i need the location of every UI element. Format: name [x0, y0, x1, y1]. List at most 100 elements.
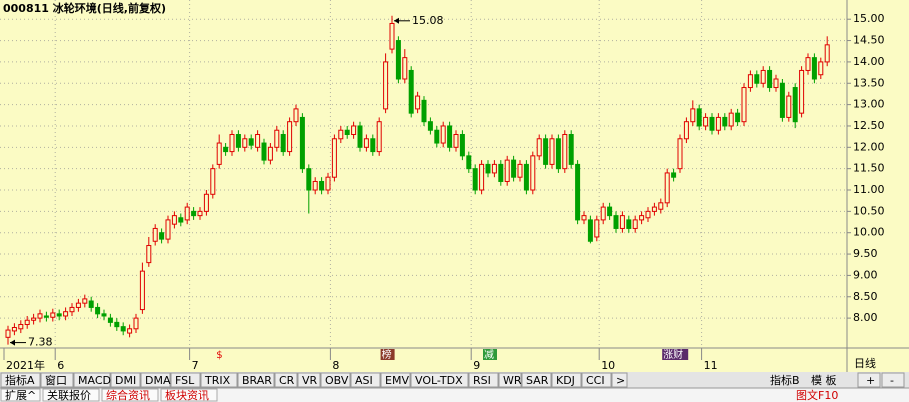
candle-body [261, 142, 267, 161]
candle-body [107, 317, 113, 323]
tab-label[interactable]: KDJ [556, 374, 575, 387]
candle-body [216, 142, 222, 165]
zoom-label[interactable]: - [890, 374, 894, 387]
tab[interactable] [611, 372, 628, 388]
tab-label[interactable]: CR [279, 374, 295, 387]
tab[interactable] [274, 372, 298, 388]
candle-body [267, 146, 273, 161]
candle-body [5, 329, 11, 338]
candle-body [363, 138, 369, 148]
event-badge [380, 349, 395, 360]
tab-label[interactable]: SAR [526, 374, 549, 387]
tab-label[interactable]: 模 板 [811, 373, 837, 387]
candle-body [43, 315, 49, 318]
tab[interactable] [498, 372, 522, 388]
candle-body [75, 302, 81, 308]
tab-label[interactable]: RSI [473, 374, 491, 387]
candle-body [677, 138, 683, 170]
candle-body [773, 78, 779, 89]
candle-body [56, 313, 62, 317]
tab-label[interactable]: BRAR [242, 374, 272, 387]
tab-label[interactable]: > [616, 374, 625, 387]
candle-body [274, 129, 280, 148]
candle-body [709, 116, 715, 131]
candle-body [351, 125, 357, 136]
candle-body [63, 311, 69, 317]
tab-label[interactable]: EMV [385, 374, 409, 387]
candle-body [549, 138, 555, 165]
tab[interactable] [320, 372, 351, 388]
tab[interactable] [140, 372, 171, 388]
tab[interactable] [468, 372, 499, 388]
candle-body [203, 193, 209, 212]
y-tick-label: 12.50 [853, 119, 885, 132]
tab-label[interactable]: 指标B [770, 373, 800, 387]
tab-label[interactable]: DMI [115, 374, 136, 387]
candle-body [415, 95, 421, 110]
candle-body [235, 134, 241, 148]
f10-link[interactable]: 图文F10 [796, 388, 838, 402]
bottom-tab-label[interactable]: 综合资讯 [106, 388, 150, 402]
tab-label[interactable]: 指标A [5, 373, 35, 387]
candle-body [491, 163, 497, 174]
candle-body [741, 87, 747, 123]
candle-body [24, 319, 30, 326]
tab[interactable] [410, 372, 469, 388]
y-tick-label: 13.00 [853, 98, 885, 111]
candle-body [210, 168, 216, 195]
tab-label[interactable]: ASI [355, 374, 373, 387]
tab[interactable] [40, 372, 74, 388]
bottom-tab-label[interactable]: 扩展^ [5, 388, 36, 402]
bottom-tab[interactable] [0, 388, 41, 402]
tab[interactable] [170, 372, 201, 388]
tab[interactable] [73, 372, 111, 388]
candle-body [619, 215, 625, 229]
bottom-tab[interactable] [160, 388, 218, 402]
candle-body [651, 206, 657, 212]
zoom-button[interactable] [881, 372, 905, 388]
candle-body [242, 138, 248, 148]
candle-body [786, 95, 792, 118]
candle-body [664, 172, 670, 204]
candle-body [293, 108, 299, 123]
candle-body [37, 313, 43, 319]
tab[interactable] [237, 372, 275, 388]
candle-body [760, 69, 766, 84]
candle-body [600, 206, 606, 221]
bottom-tab[interactable] [101, 388, 159, 402]
tab[interactable] [0, 372, 41, 388]
bottom-tab[interactable] [42, 388, 100, 402]
tab-label[interactable]: 窗口 [45, 373, 67, 387]
zoom-label[interactable]: + [866, 374, 875, 387]
tab-label[interactable]: FSL [175, 374, 195, 387]
tab-label[interactable]: MACD [78, 374, 111, 387]
bottom-tab-label[interactable]: 关联报价 [47, 388, 91, 402]
y-tick-label: 8.50 [853, 290, 878, 303]
tab[interactable] [297, 372, 321, 388]
tab-label[interactable]: TRIX [204, 374, 231, 387]
zoom-button[interactable] [857, 372, 881, 388]
tab-label[interactable]: DMA [145, 374, 171, 387]
candle-body [229, 134, 235, 153]
tab-label[interactable]: OBV [325, 374, 349, 387]
candle-body [562, 134, 568, 170]
bottom-tab-label[interactable]: 板块资讯 [165, 388, 209, 402]
tab-label[interactable]: CCI [586, 374, 605, 387]
event-label: 榜 [382, 348, 392, 361]
tab[interactable] [200, 372, 238, 388]
candle-body [325, 176, 331, 191]
tab[interactable] [350, 372, 381, 388]
tab-label[interactable]: WR [503, 374, 522, 387]
tab[interactable] [581, 372, 612, 388]
candle-body [568, 134, 574, 165]
tab[interactable] [521, 372, 552, 388]
tab[interactable] [551, 372, 582, 388]
tab-label[interactable]: VR [302, 374, 318, 387]
candle-body [555, 138, 561, 170]
tab[interactable] [110, 372, 141, 388]
candle-body [594, 219, 600, 238]
y-tick-label: 13.50 [853, 76, 885, 89]
tab[interactable] [380, 372, 411, 388]
tab-label[interactable]: VOL-TDX [415, 374, 463, 387]
candle-body [287, 121, 293, 153]
